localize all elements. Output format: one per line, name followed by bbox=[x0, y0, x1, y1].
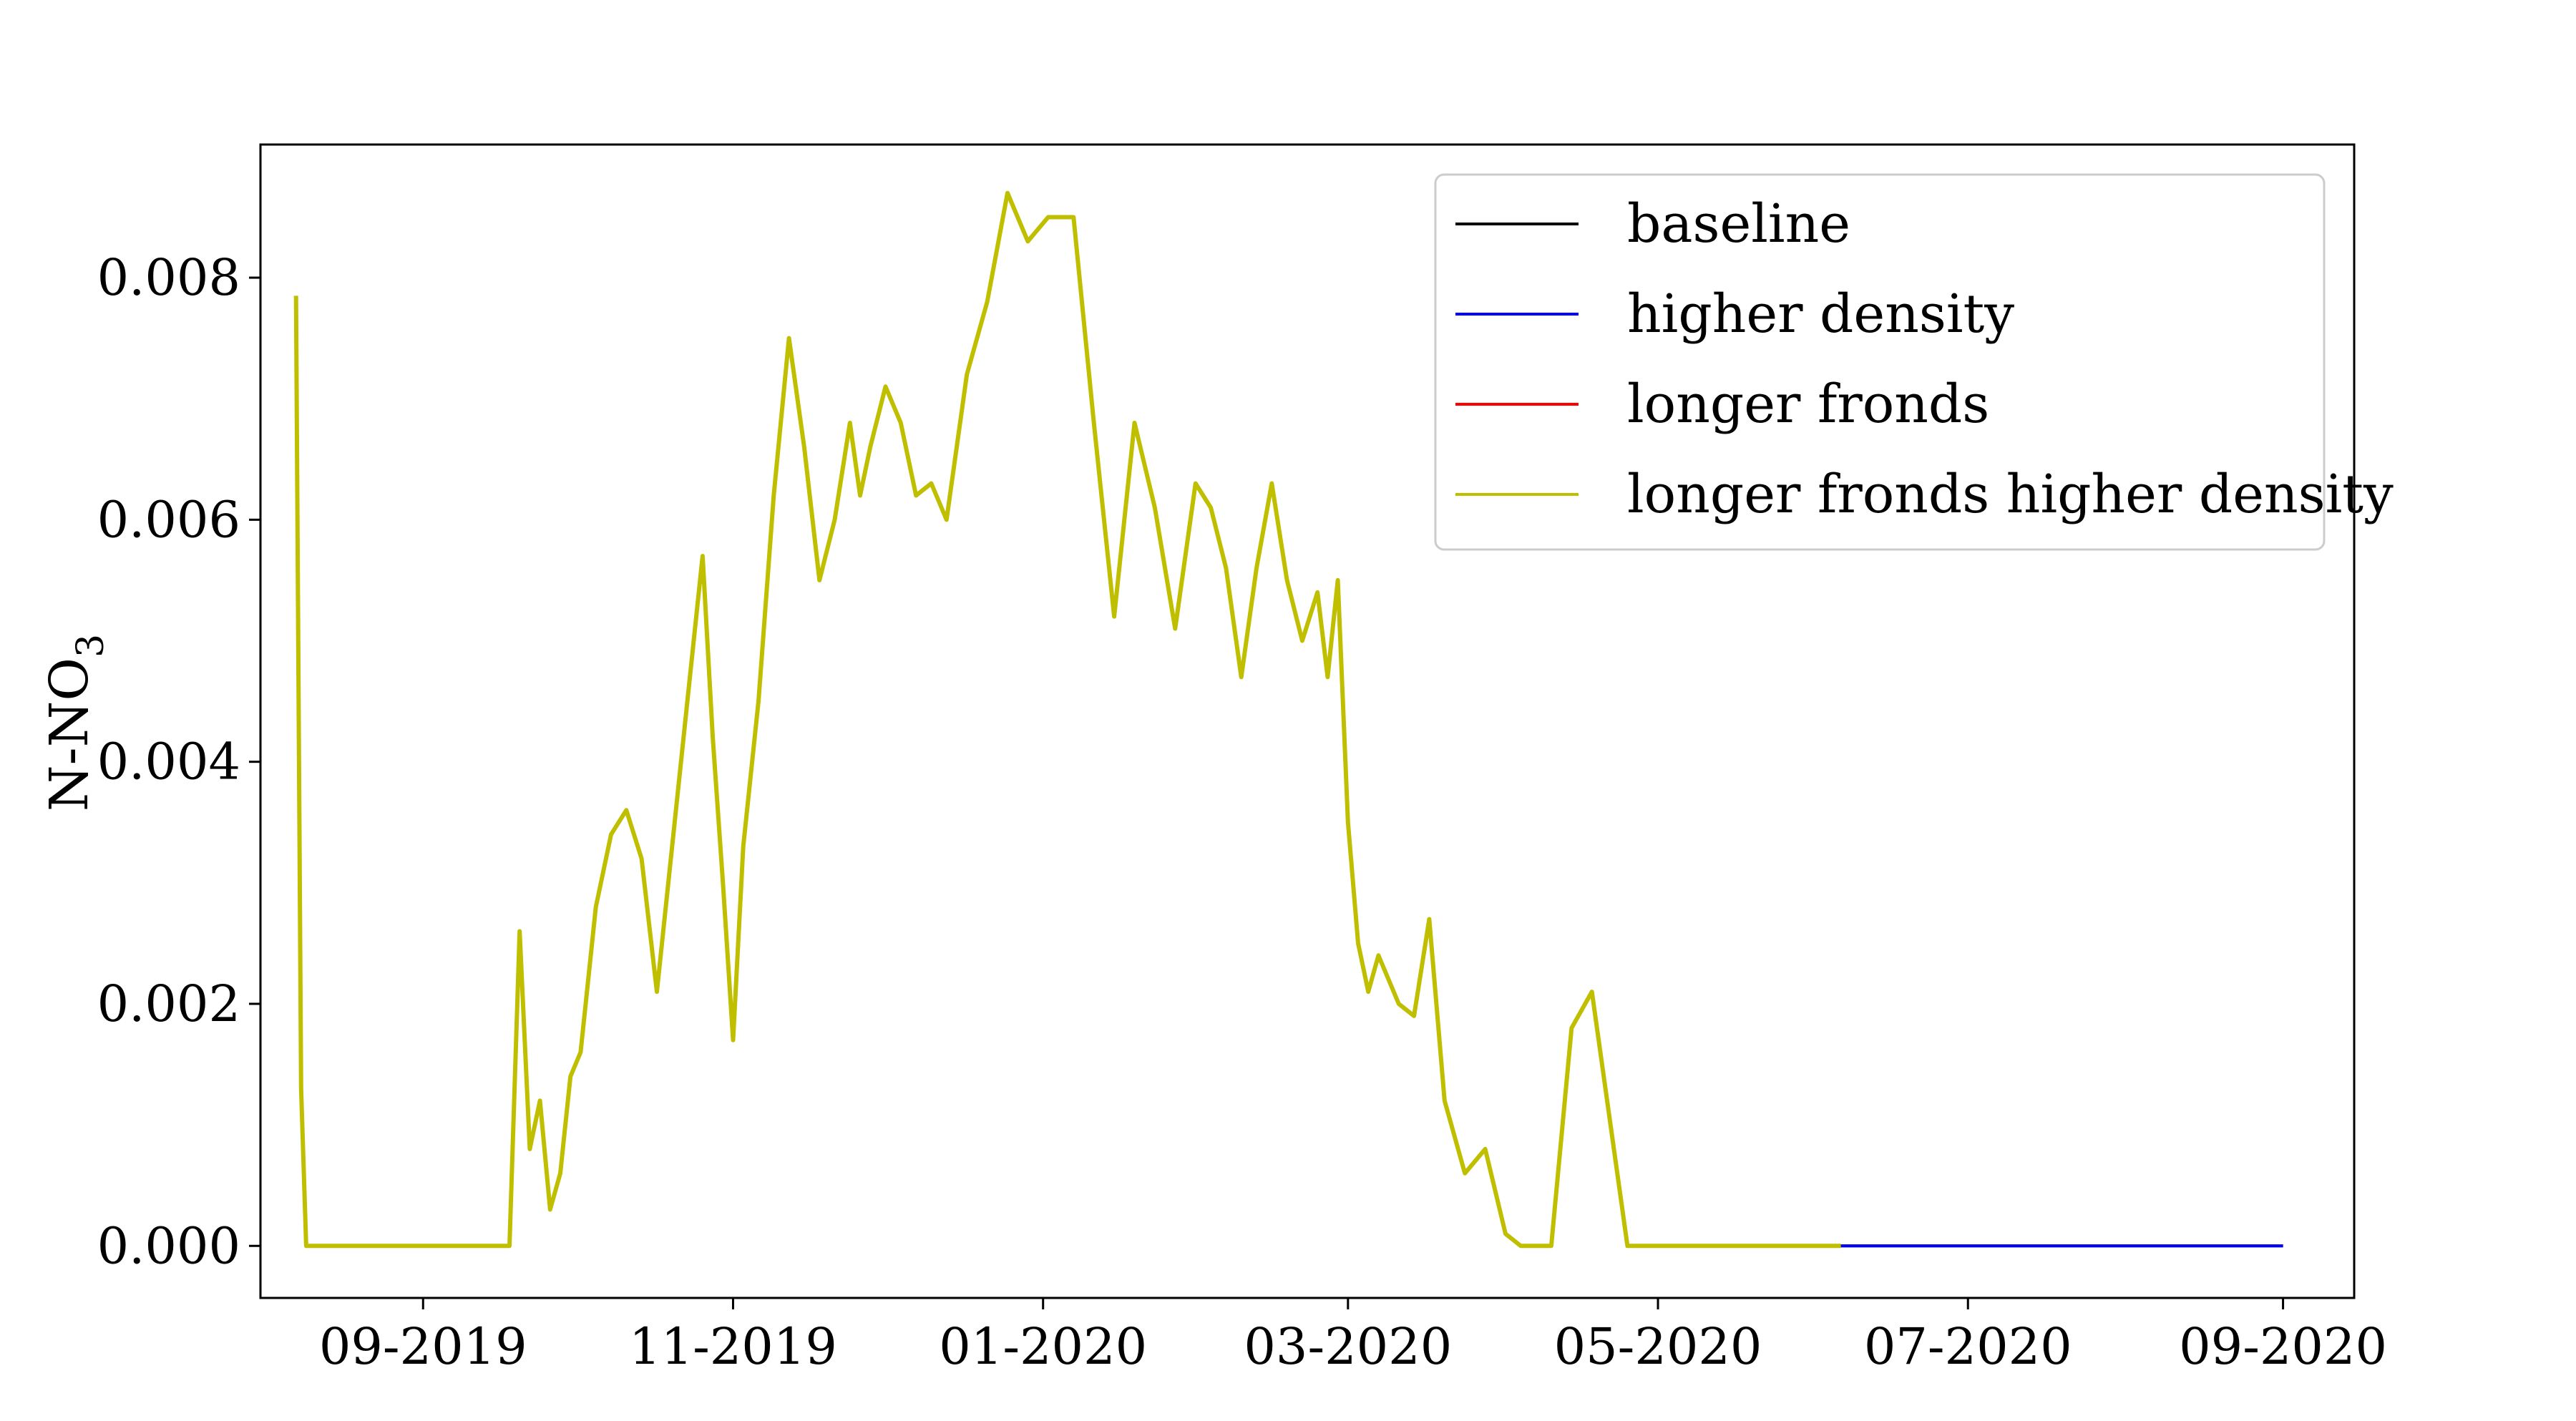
legend-label-longer-fronds: longer fronds bbox=[1627, 373, 1989, 435]
y-tick-label: 0.008 bbox=[97, 248, 240, 307]
legend-label-longer-fronds-higher-density: longer fronds higher density bbox=[1627, 464, 2394, 525]
x-tick-label: 07-2020 bbox=[1864, 1317, 2072, 1376]
legend-label-baseline: baseline bbox=[1627, 193, 1850, 255]
legend: baseline higher density longer fronds longe… bbox=[1434, 173, 2394, 551]
x-tick-label: 09-2020 bbox=[2179, 1317, 2387, 1376]
series-line-longer-fronds-higher-density bbox=[293, 190, 1841, 1249]
legend-label-higher-density: higher density bbox=[1627, 283, 2014, 345]
y-axis: 0.000 0.002 0.004 0.006 0.008 bbox=[97, 248, 260, 1275]
y-tick-label: 0.002 bbox=[97, 975, 240, 1033]
y-tick-label: 0.004 bbox=[97, 733, 240, 791]
y-tick-label: 0.006 bbox=[97, 490, 240, 549]
x-axis: 09-2019 11-2019 01-2020 03-2020 05-2020 07-20… bbox=[319, 1298, 2387, 1376]
y-axis-label-subscript: 3 bbox=[69, 634, 112, 658]
plot-area-frame bbox=[259, 143, 2356, 1299]
series-layer bbox=[293, 190, 2283, 1249]
y-axis-label: N-NO3 bbox=[39, 634, 112, 811]
x-tick-label: 11-2019 bbox=[629, 1317, 837, 1376]
x-tick-label: 09-2019 bbox=[319, 1317, 527, 1376]
legend-box bbox=[1434, 173, 2326, 551]
x-tick-label: 03-2020 bbox=[1244, 1317, 1452, 1376]
y-tick-label: 0.000 bbox=[97, 1216, 240, 1275]
x-tick-label: 05-2020 bbox=[1554, 1317, 1762, 1376]
x-tick-label: 01-2020 bbox=[939, 1317, 1147, 1376]
